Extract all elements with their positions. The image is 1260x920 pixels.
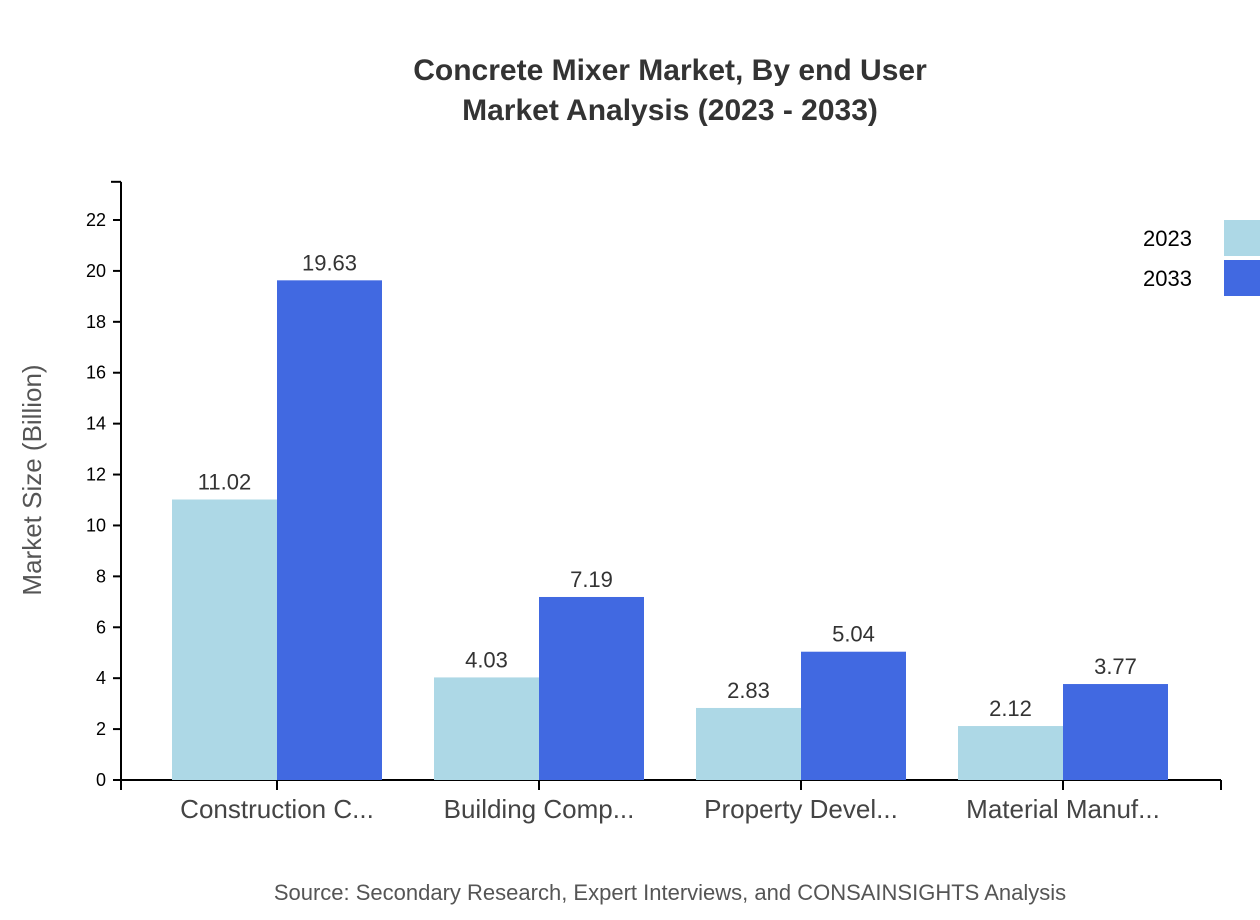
y-tick-label: 8 bbox=[96, 566, 106, 586]
y-axis: 0 2 4 6 8 10 12 14 16 18 20 22 bbox=[86, 180, 122, 790]
bars: 11.02 19.63 4.03 7.19 2.83 5.04 2.12 3.77 bbox=[172, 250, 1168, 780]
x-tick-label: Construction C... bbox=[180, 794, 374, 824]
y-tick-label: 4 bbox=[96, 668, 106, 688]
y-tick-label: 12 bbox=[86, 465, 106, 485]
bar-2023 bbox=[696, 707, 801, 780]
data-label: 2.83 bbox=[727, 678, 770, 703]
chart-title-line-1: Concrete Mixer Market, By end User bbox=[413, 54, 927, 87]
data-label: 3.77 bbox=[1094, 654, 1137, 679]
data-label: 4.03 bbox=[465, 647, 508, 672]
x-tick-label: Property Devel... bbox=[704, 794, 898, 824]
source-note: Source: Secondary Research, Expert Inter… bbox=[274, 880, 1066, 905]
legend-swatch bbox=[1224, 220, 1260, 256]
data-label: 5.04 bbox=[832, 622, 875, 647]
legend-swatch bbox=[1224, 260, 1260, 296]
y-tick-label: 18 bbox=[86, 312, 106, 332]
y-tick-label: 6 bbox=[96, 617, 106, 637]
bar-2033 bbox=[277, 280, 382, 780]
bar-2033 bbox=[801, 651, 906, 780]
bar-2033 bbox=[1063, 684, 1168, 780]
chart-title-line-2: Market Analysis (2023 - 2033) bbox=[462, 94, 878, 127]
bar-2023 bbox=[958, 726, 1063, 780]
x-tick-label: Building Comp... bbox=[444, 794, 635, 824]
bar-2033 bbox=[539, 596, 644, 780]
y-tick-label: 0 bbox=[96, 770, 106, 790]
y-axis-label: Market Size (Billion) bbox=[17, 364, 47, 595]
y-tick-label: 20 bbox=[86, 261, 106, 281]
x-axis: Construction C... Building Comp... Propert… bbox=[120, 779, 1222, 824]
legend-label: 2023 bbox=[1143, 226, 1192, 251]
y-tick-label: 16 bbox=[86, 363, 106, 383]
data-label: 11.02 bbox=[198, 469, 251, 494]
y-tick-label: 22 bbox=[86, 210, 106, 230]
y-tick-label: 2 bbox=[96, 719, 106, 739]
bar-2023 bbox=[434, 677, 539, 780]
x-tick-label: Material Manuf... bbox=[966, 794, 1160, 824]
y-tick-label: 10 bbox=[86, 515, 106, 535]
y-tick-label: 14 bbox=[86, 414, 106, 434]
data-label: 19.63 bbox=[302, 250, 357, 275]
data-label: 7.19 bbox=[570, 567, 613, 592]
bar-2023 bbox=[172, 499, 277, 780]
data-label: 2.12 bbox=[989, 696, 1032, 721]
legend-label: 2033 bbox=[1143, 266, 1192, 291]
legend: 2023 2033 bbox=[1143, 220, 1260, 296]
